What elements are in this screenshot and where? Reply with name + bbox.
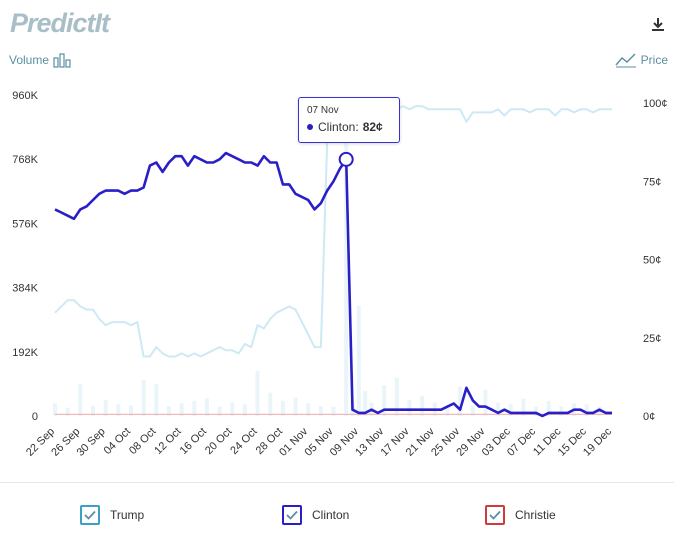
volume-bar bbox=[103, 399, 108, 416]
price-label: Price bbox=[640, 53, 668, 67]
volume-axis: 0 192K 384K 576K 768K 960K bbox=[12, 90, 38, 423]
volume-bar bbox=[280, 400, 285, 416]
volume-bar bbox=[204, 398, 209, 416]
volume-bar bbox=[154, 384, 159, 416]
price-tick-label: 25¢ bbox=[643, 333, 661, 345]
volume-bar bbox=[116, 404, 121, 416]
volume-bar bbox=[407, 399, 412, 416]
check-icon[interactable] bbox=[282, 505, 302, 525]
volume-bar bbox=[534, 406, 539, 416]
volume-label: Volume bbox=[9, 53, 50, 67]
date-tick-label: 30 Sep bbox=[75, 426, 108, 459]
price-toggle[interactable]: Price bbox=[615, 52, 668, 68]
legend-item-trump[interactable]: Trump bbox=[80, 505, 144, 525]
volume-tick-label: 0 bbox=[32, 411, 38, 423]
volume-bar bbox=[166, 405, 171, 416]
volume-bar bbox=[255, 370, 260, 416]
volume-bar bbox=[179, 403, 184, 416]
volume-tick-label: 576K bbox=[12, 218, 38, 230]
tooltip: 07 Nov Clinton: 82¢ bbox=[298, 97, 400, 143]
price-line-icon bbox=[615, 53, 636, 68]
volume-tick-label: 384K bbox=[12, 283, 38, 295]
volume-bar bbox=[242, 404, 247, 416]
price-tick-label: 50¢ bbox=[643, 255, 661, 267]
volume-bar bbox=[217, 406, 222, 416]
volume-bar bbox=[141, 379, 146, 416]
predictit-logo: PredictIt bbox=[10, 8, 110, 38]
volume-bar bbox=[445, 405, 450, 416]
legend-item-christie[interactable]: Christie bbox=[485, 505, 556, 525]
volume-bar bbox=[230, 402, 235, 416]
date-tick-label: 12 Oct bbox=[152, 426, 183, 457]
volume-bars bbox=[53, 135, 602, 416]
check-icon[interactable] bbox=[80, 505, 100, 525]
volume-bar bbox=[318, 405, 323, 416]
volume-bar bbox=[356, 305, 361, 416]
volume-bar bbox=[363, 390, 368, 416]
volume-bar bbox=[584, 404, 589, 416]
legend-label-christie: Christie bbox=[515, 508, 556, 522]
volume-tick-label: 768K bbox=[12, 154, 38, 166]
volume-bar bbox=[420, 395, 425, 416]
volume-toggle[interactable]: Volume bbox=[9, 52, 73, 68]
volume-tick-label: 960K bbox=[12, 90, 38, 102]
volume-bar bbox=[268, 392, 273, 416]
date-tick-label: 24 Oct bbox=[228, 426, 259, 457]
check-icon[interactable] bbox=[485, 505, 505, 525]
volume-bar bbox=[344, 135, 349, 416]
legend-label-trump: Trump bbox=[110, 508, 145, 522]
tooltip-series-dot bbox=[307, 124, 313, 130]
volume-bar bbox=[496, 402, 501, 416]
date-tick-label: 19 Dec bbox=[581, 425, 614, 458]
legend-divider bbox=[0, 482, 674, 483]
volume-bar bbox=[546, 400, 551, 416]
date-tick-label: 16 Oct bbox=[178, 426, 209, 457]
download-icon[interactable] bbox=[650, 16, 666, 37]
price-chart[interactable]: 0 192K 384K 576K 768K 960K 0¢ 25¢ 50¢ 75¢ 100¢ 22… bbox=[0, 0, 674, 480]
tooltip-date: 07 Nov bbox=[307, 105, 339, 116]
tooltip-candidate: Clinton: bbox=[318, 120, 359, 134]
volume-bar bbox=[521, 398, 526, 416]
volume-bar bbox=[382, 385, 387, 416]
volume-bar bbox=[508, 404, 513, 416]
price-tick-label: 0¢ bbox=[643, 411, 655, 423]
volume-bar bbox=[331, 406, 336, 416]
series-line-clinton bbox=[54, 151, 612, 418]
price-lines bbox=[54, 105, 612, 418]
volume-bar bbox=[128, 405, 133, 416]
volume-bar bbox=[470, 405, 475, 416]
date-tick-label: 08 Oct bbox=[127, 426, 158, 457]
hover-point bbox=[338, 151, 354, 167]
series-line-trump bbox=[54, 105, 612, 358]
volume-bar bbox=[483, 389, 488, 416]
price-axis: 0¢ 25¢ 50¢ 75¢ 100¢ bbox=[643, 98, 667, 423]
hover-marker bbox=[338, 151, 354, 167]
date-tick-label: 04 Oct bbox=[102, 426, 133, 457]
volume-tick-label: 192K bbox=[12, 347, 38, 359]
volume-bar bbox=[192, 400, 197, 416]
volume-bar bbox=[597, 406, 602, 416]
volume-bar bbox=[53, 403, 57, 416]
tooltip-value: 82¢ bbox=[362, 120, 383, 134]
volume-bar bbox=[65, 407, 70, 416]
price-tick-label: 75¢ bbox=[643, 176, 661, 188]
volume-bar bbox=[559, 405, 564, 416]
volume-bar bbox=[90, 405, 95, 416]
volume-bar bbox=[293, 397, 298, 416]
price-tick-label: 100¢ bbox=[643, 98, 667, 110]
volume-bar bbox=[458, 386, 463, 416]
legend-label-clinton: Clinton bbox=[312, 508, 350, 522]
volume-bar bbox=[306, 403, 311, 416]
volume-bar bbox=[78, 384, 83, 416]
date-tick-label: 20 Oct bbox=[203, 426, 234, 457]
legend-item-clinton[interactable]: Clinton bbox=[282, 505, 349, 525]
date-tick-label: 07 Dec bbox=[505, 425, 538, 458]
volume-bar bbox=[394, 377, 399, 416]
volume-bars-icon bbox=[53, 53, 71, 68]
